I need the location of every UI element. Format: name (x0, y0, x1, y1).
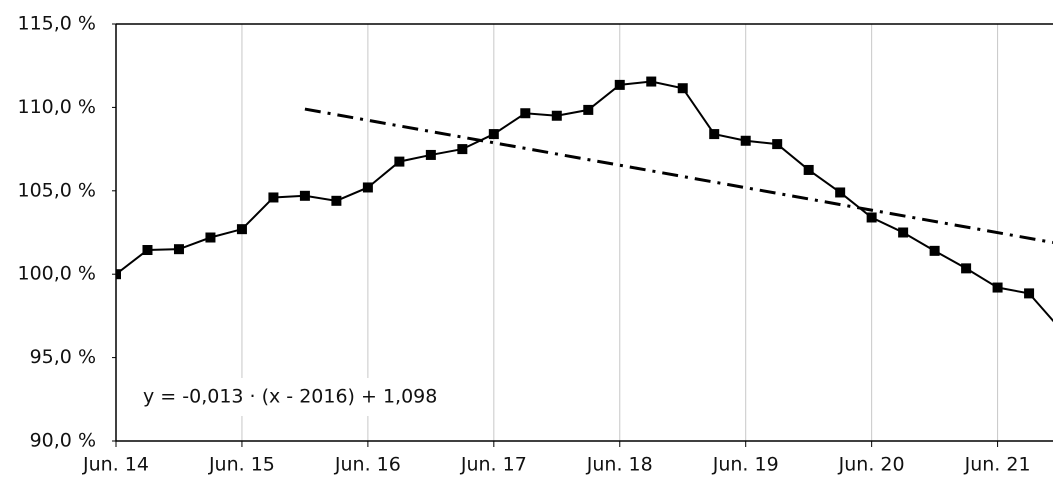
x-tick-label: Jun. 20 (838, 454, 905, 476)
y-tick-label: 105,0 % (18, 179, 97, 201)
marker (646, 76, 657, 87)
marker (425, 149, 436, 160)
marker (116, 269, 121, 280)
y-tick-label: 110,0 % (18, 96, 97, 118)
marker (520, 108, 531, 119)
marker (772, 139, 783, 150)
marker (236, 224, 247, 235)
marker (614, 79, 625, 90)
x-tick-label: Jun. 21 (964, 454, 1031, 476)
x-tick-label: Jun. 18 (586, 454, 653, 476)
marker (331, 195, 342, 206)
marker (709, 129, 720, 140)
series-line (116, 80, 1053, 323)
marker (394, 156, 405, 167)
annotation-background (138, 378, 468, 416)
y-tick-label: 100,0 % (18, 263, 97, 285)
marker (961, 263, 972, 274)
marker (488, 129, 499, 140)
marker (583, 104, 594, 115)
marker (362, 182, 373, 193)
grid (115, 24, 999, 441)
marker (142, 245, 153, 256)
trend-line (304, 107, 1053, 244)
marker (677, 83, 688, 94)
marker (299, 190, 310, 201)
x-tick-label: Jun. 14 (82, 454, 149, 476)
marker (173, 244, 184, 255)
annotation: y = -0,013 · (x - 2016) + 1,098 (143, 386, 437, 408)
marker (866, 212, 877, 223)
y-tick-label: 90,0 % (30, 430, 96, 452)
marker (457, 144, 468, 155)
x-tick-label: Jun. 15 (208, 454, 275, 476)
marker (551, 110, 562, 121)
x-tick-label: Jun. 16 (334, 454, 401, 476)
marker (898, 227, 909, 238)
x-tick-label: Jun. 17 (460, 454, 527, 476)
marker (740, 135, 751, 146)
marker (205, 232, 216, 243)
marker (803, 164, 814, 175)
y-tick-label: 115,0 % (18, 13, 97, 35)
marker (929, 245, 940, 256)
y-tick-label: 95,0 % (30, 346, 96, 368)
marker (992, 282, 1003, 293)
marker (1024, 288, 1035, 299)
marker (835, 187, 846, 198)
x-tick-label: Jun. 19 (712, 454, 779, 476)
plot-area (116, 76, 1053, 323)
marker (268, 192, 279, 203)
